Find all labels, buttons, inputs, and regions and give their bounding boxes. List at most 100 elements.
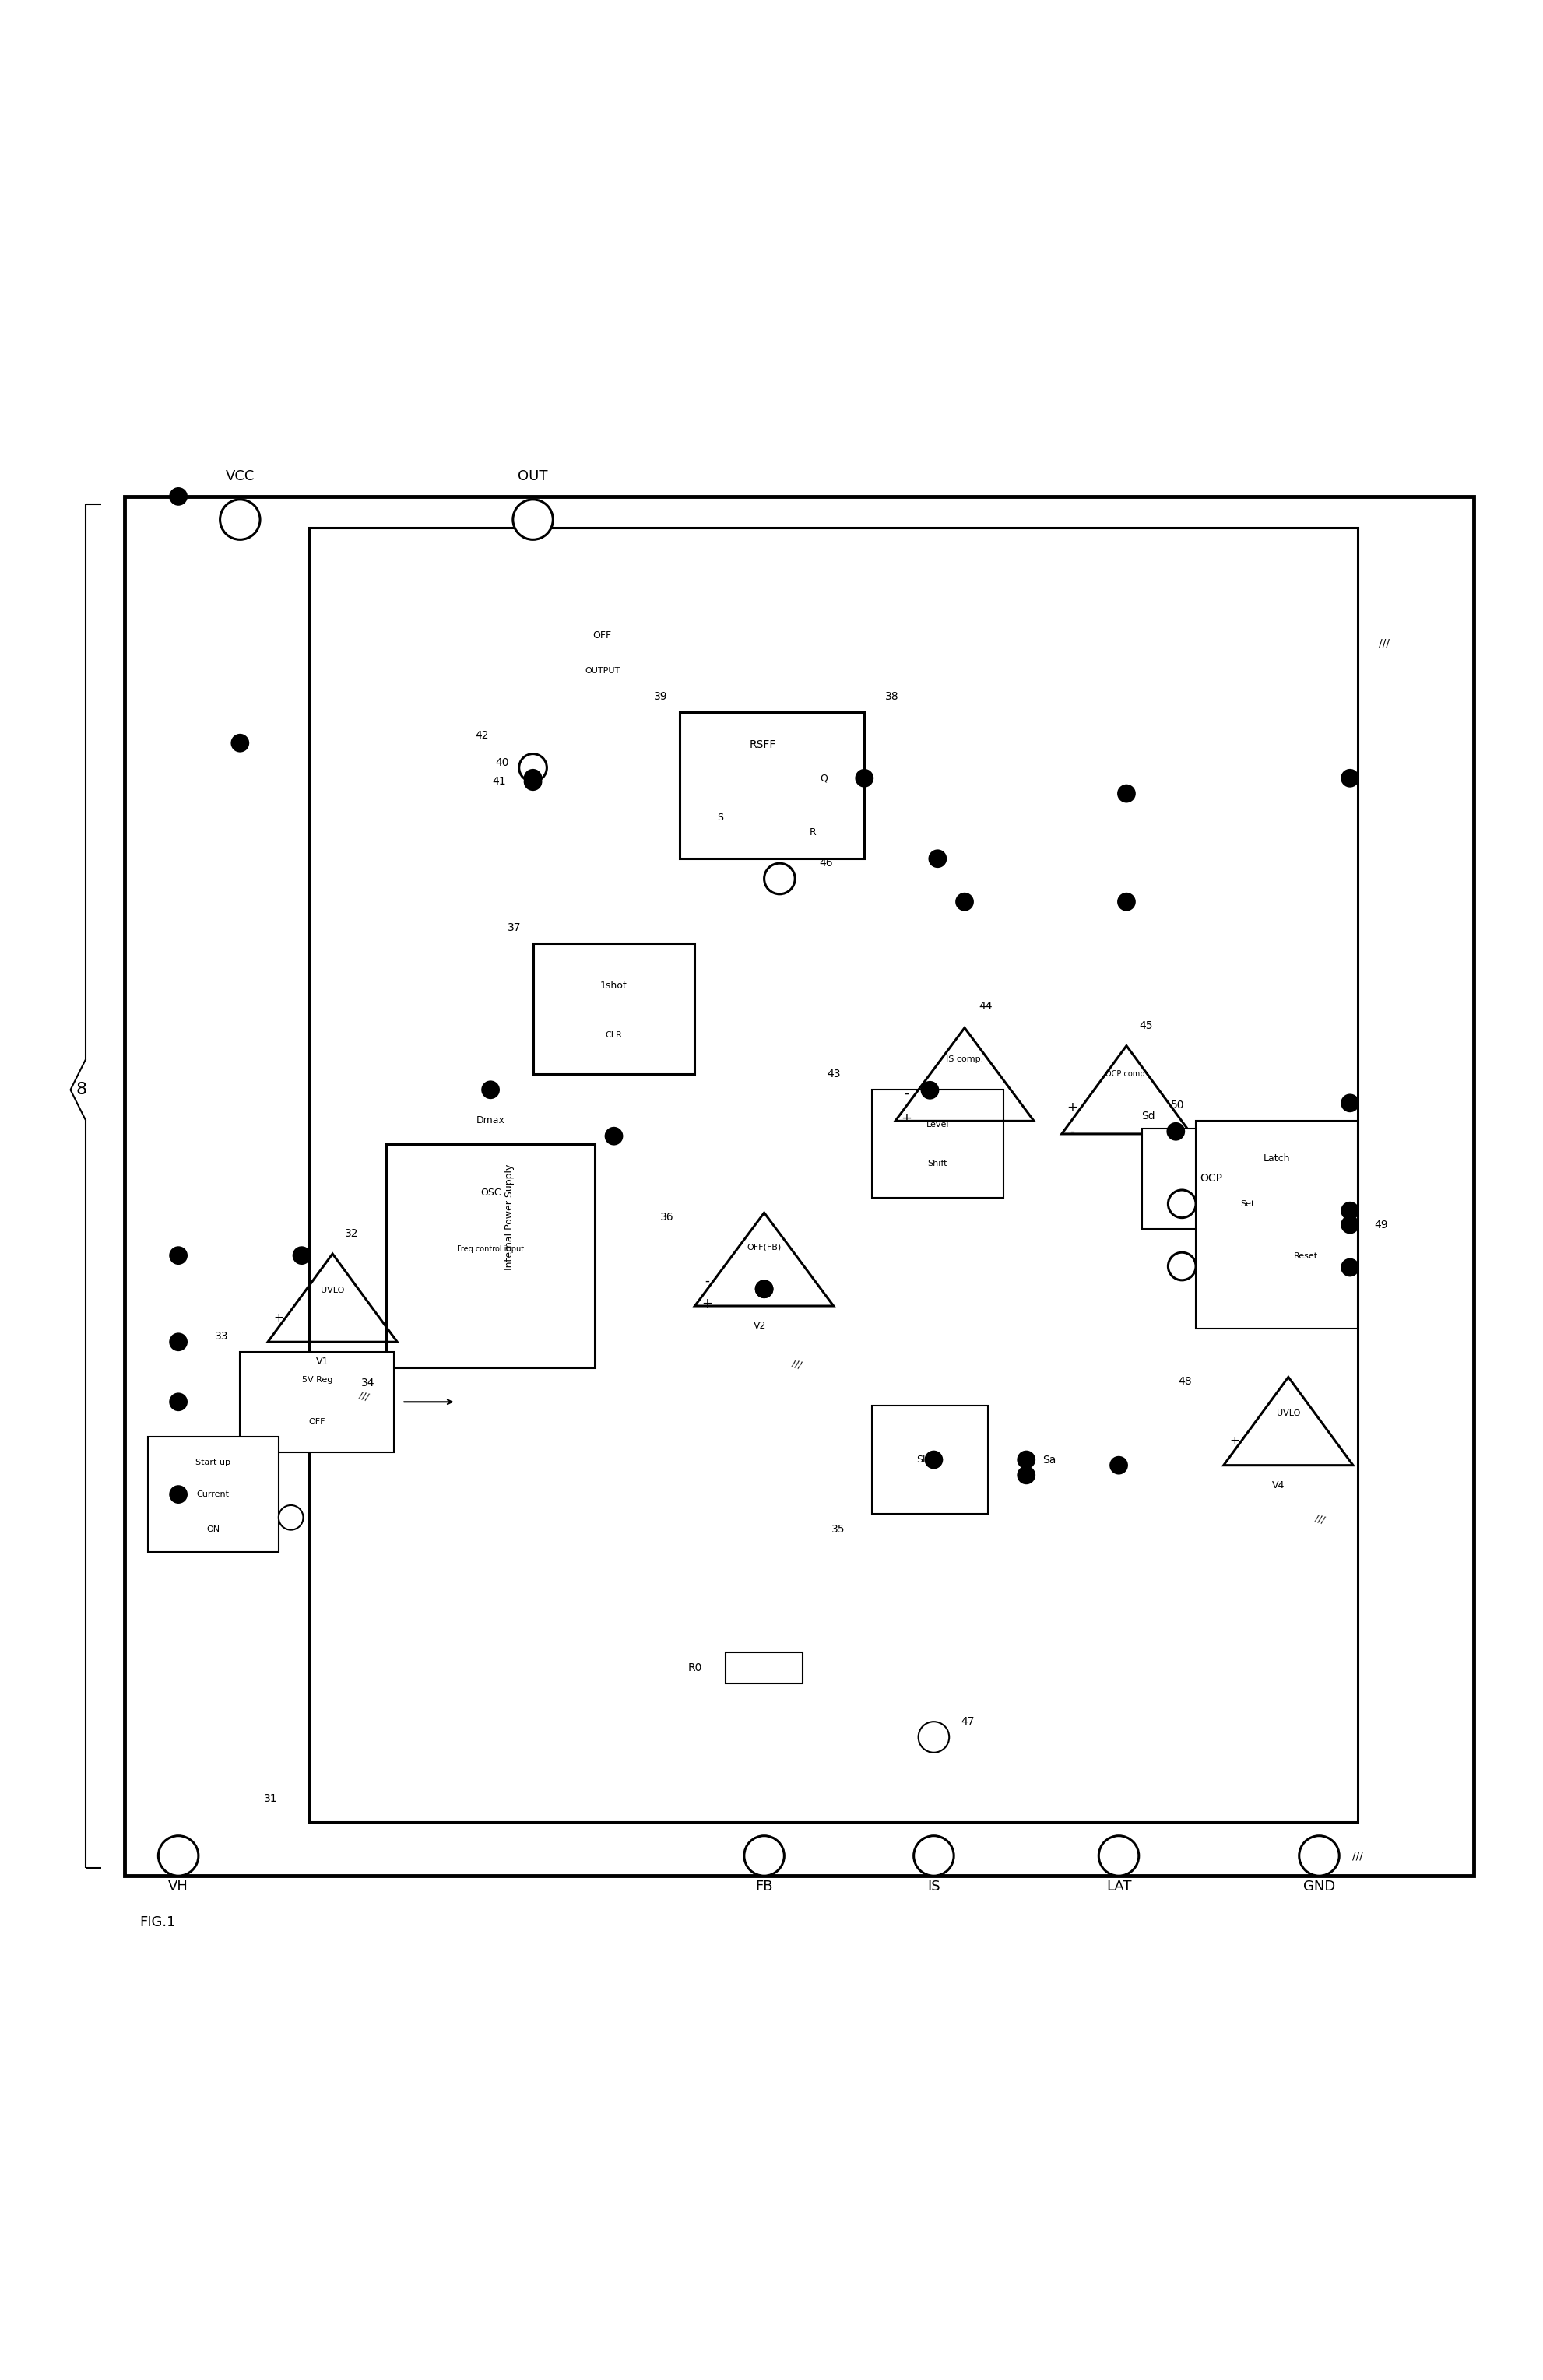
- Bar: [309, 528, 1356, 1821]
- Text: CLR: CLR: [605, 1031, 622, 1040]
- Circle shape: [764, 864, 795, 895]
- Text: FIG.1: FIG.1: [140, 1916, 176, 1930]
- Text: IS comp.: IS comp.: [946, 1054, 983, 1064]
- Text: 31: 31: [264, 1792, 278, 1804]
- Text: Level: Level: [926, 1121, 949, 1128]
- Circle shape: [1339, 1216, 1358, 1233]
- Text: Start up: Start up: [196, 1459, 230, 1466]
- Text: Latch: Latch: [1262, 1152, 1290, 1164]
- Circle shape: [221, 500, 259, 540]
- Circle shape: [924, 1449, 943, 1468]
- Text: V2: V2: [753, 1321, 765, 1330]
- Text: Slope: Slope: [917, 1454, 943, 1464]
- Circle shape: [913, 1835, 954, 1875]
- Text: V1: V1: [316, 1357, 329, 1366]
- Circle shape: [518, 754, 546, 781]
- Circle shape: [523, 769, 542, 788]
- Circle shape: [1168, 1252, 1196, 1280]
- Text: 37: 37: [508, 923, 522, 933]
- Circle shape: [605, 1126, 623, 1145]
- Text: 47: 47: [960, 1716, 974, 1728]
- Circle shape: [920, 1081, 938, 1100]
- Text: 50: 50: [1170, 1100, 1183, 1111]
- Circle shape: [855, 769, 873, 788]
- Text: 46: 46: [819, 857, 832, 869]
- Text: 39: 39: [654, 690, 668, 702]
- Bar: [148, 1438, 278, 1552]
- Circle shape: [278, 1504, 302, 1530]
- Text: Shift: Shift: [927, 1159, 947, 1166]
- Text: OSC: OSC: [480, 1188, 500, 1197]
- Bar: [1196, 1121, 1356, 1328]
- Text: OFF: OFF: [309, 1418, 326, 1426]
- Circle shape: [1167, 1123, 1185, 1140]
- Circle shape: [1109, 1457, 1128, 1476]
- Text: 41: 41: [492, 776, 506, 788]
- Text: V4: V4: [1271, 1480, 1284, 1490]
- Text: Current: Current: [196, 1490, 230, 1499]
- Text: 44: 44: [978, 1002, 992, 1011]
- Circle shape: [955, 892, 974, 912]
- Text: +: +: [900, 1111, 910, 1126]
- Circle shape: [230, 733, 248, 752]
- Bar: [532, 942, 694, 1073]
- Text: 1shot: 1shot: [600, 981, 626, 990]
- Text: ///: ///: [358, 1390, 370, 1402]
- Text: VCC: VCC: [225, 469, 255, 483]
- Circle shape: [1017, 1466, 1035, 1485]
- Text: 35: 35: [832, 1523, 844, 1535]
- Circle shape: [927, 850, 946, 869]
- Bar: [386, 1145, 594, 1366]
- Circle shape: [1339, 1095, 1358, 1111]
- Text: OCP: OCP: [1199, 1173, 1222, 1183]
- Circle shape: [159, 1835, 199, 1875]
- Text: Internal Power Supply: Internal Power Supply: [505, 1164, 515, 1271]
- Text: UVLO: UVLO: [321, 1285, 344, 1295]
- Text: RSFF: RSFF: [748, 740, 776, 750]
- Circle shape: [1117, 892, 1136, 912]
- Text: UVLO: UVLO: [1276, 1409, 1299, 1418]
- Bar: [1142, 1128, 1281, 1228]
- Text: OUTPUT: OUTPUT: [585, 666, 620, 674]
- Circle shape: [170, 1247, 188, 1264]
- Circle shape: [512, 500, 552, 540]
- Text: ON: ON: [207, 1526, 219, 1533]
- Text: 8: 8: [76, 1083, 86, 1097]
- Text: R: R: [809, 828, 816, 838]
- Text: Set: Set: [1241, 1200, 1254, 1207]
- Text: Freq control input: Freq control input: [457, 1245, 523, 1252]
- Text: ///: ///: [790, 1359, 802, 1371]
- Text: ///: ///: [1378, 638, 1389, 647]
- Text: 38: 38: [884, 690, 898, 702]
- Text: 48: 48: [1177, 1376, 1191, 1388]
- Circle shape: [481, 1081, 500, 1100]
- Text: 36: 36: [660, 1211, 674, 1223]
- Text: -: -: [1069, 1123, 1074, 1138]
- Circle shape: [918, 1721, 949, 1752]
- Circle shape: [755, 1280, 773, 1297]
- Text: 43: 43: [827, 1069, 839, 1081]
- Text: Sd: Sd: [1140, 1111, 1154, 1121]
- Text: ///: ///: [1313, 1514, 1325, 1526]
- Text: ///: ///: [1352, 1849, 1362, 1861]
- Bar: [725, 1652, 802, 1683]
- Text: -: -: [903, 1085, 907, 1100]
- Circle shape: [292, 1247, 310, 1264]
- Circle shape: [1017, 1449, 1035, 1468]
- Text: +: +: [702, 1297, 713, 1311]
- Circle shape: [1117, 785, 1136, 802]
- Bar: [679, 712, 864, 859]
- Text: -: -: [705, 1273, 710, 1288]
- Text: IS: IS: [927, 1880, 940, 1894]
- Text: +: +: [1228, 1435, 1239, 1447]
- Bar: [872, 1090, 1003, 1197]
- Circle shape: [1099, 1835, 1139, 1875]
- Text: +: +: [1066, 1100, 1077, 1114]
- Text: FB: FB: [755, 1880, 773, 1894]
- Bar: [125, 497, 1472, 1875]
- Bar: [872, 1407, 988, 1514]
- Text: R0: R0: [687, 1661, 702, 1673]
- Text: Dmax: Dmax: [475, 1116, 505, 1126]
- Circle shape: [170, 1485, 188, 1504]
- Circle shape: [170, 1333, 188, 1352]
